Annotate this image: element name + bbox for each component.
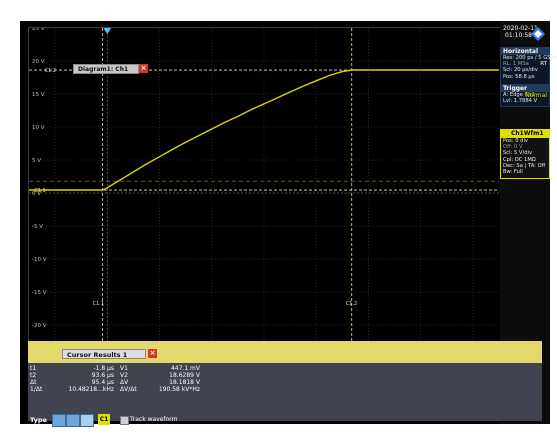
cursor-result-v1: 10.48218...kHz [68,386,115,393]
close-icon[interactable]: × [148,349,157,358]
cursor-result-v2: 190.58 kV*Hz [158,386,200,393]
cursor-result-k2: V1 [120,365,128,372]
y-tick-label: -10 V [32,257,47,263]
cursor-result-k1: Δt [30,379,37,386]
y-tick-label: 20 V [32,59,45,65]
y-tick-label: -20 V [32,323,47,329]
type-label: Type [30,416,47,424]
scope-window: 25 V 20 V 15 V 10 V 5 V 0 V -5 V -10 V -15 V -20 … [20,21,557,424]
ch1-line: Cpl: DC 1MΩ [503,156,536,163]
y-tick-label: 25 V [32,28,45,32]
ch1-title: Ch1Wfm1 [501,130,549,138]
cursor-result-k1: t1 [30,365,37,372]
cursor-results-title: Cursor Results 1 [67,351,128,359]
y-tick-label: 0 V [32,191,41,197]
cursor-result-v2: 447.1 mV [170,365,200,372]
y-tick-label: 15 V [32,92,45,98]
cursor-label: C1.1 [34,188,45,194]
horizontal-line: Res: 200 ps / 5 GSa/s [503,55,557,61]
horizontal-cursor-type-button[interactable] [66,414,80,427]
trigger-position-icon [103,28,112,34]
ch1-line: Scl: 5 V/div [503,150,533,157]
horizontal-line: RL: 1 MSa [503,61,529,68]
y-tick-label: 10 V [32,125,45,131]
trigger-level: Lvl: 1.7884 V [503,98,538,105]
cursor-result-v1: 93.6 µs [91,372,114,379]
trigger-mode: Normal [525,92,547,99]
rt-badge: RT [540,61,547,67]
both-cursor-type-button[interactable] [80,414,94,427]
diagram-label: Diagram1: Ch1 [78,66,129,73]
y-tick-label: 5 V [32,158,41,164]
cursor-results-body: t1 -1.8 µs V1 447.1 mV t2 93.6 µs V2 18.6289 V Δ… [28,363,542,427]
track-waveform-checkbox[interactable] [120,416,129,425]
cursor-results-tab[interactable]: Cursor Results 1 [62,349,146,359]
cursor-result-k1: 1/Δt [30,386,43,393]
trigger-panel[interactable]: Trigger Normal A: Edge Ch1 Lvl: 1.7884 V [500,84,550,107]
ch1-line: Pos: 0 div [503,138,528,144]
horizontal-line: Scl: 20 µs/div [503,67,538,74]
diagram-tab[interactable]: Diagram1: Ch1 [73,64,139,74]
y-tick-label: -5 V [32,224,43,230]
trigger-edge-label: A: Edge [503,92,523,98]
trigger-label: Trigger [503,85,528,92]
cursor-result-v2: 18.6289 V [169,372,200,379]
ch1-line: Dec: Sa | TA: Off [503,162,546,169]
series-line [29,69,499,191]
cursor-result-k2: V2 [120,372,128,379]
y-tick-label: -15 V [32,290,47,296]
cursor-result-v1: -1.8 µs [93,365,114,372]
horizontal-panel[interactable]: Horizontal Res: 200 ps / 5 GSa/s RL: 1 M… [500,47,557,85]
cursor-result-k2: ΔV [120,379,129,386]
cursor-results-header: Cursor Results 1 × [28,341,542,363]
series-layer [29,69,499,191]
track-waveform-label: Track waveform [130,416,178,423]
cursor-results-panel: Cursor Results 1 × t1 -1.8 µs V1 447.1 mV t2… [28,341,542,427]
waveform-plot[interactable]: 25 V 20 V 15 V 10 V 5 V 0 V -5 V -10 V -15 V -20 … [29,28,499,358]
vertical-cursor-type-button[interactable] [52,414,66,427]
ch1-line: Bw: Full [503,169,523,176]
trigger-title: Trigger Normal [501,85,549,99]
trigger-channel: Ch1 [524,92,535,98]
time-label: 01:10:58 [505,32,532,39]
type-bar: Type C1 Track waveform [28,412,542,428]
cursor-label: C1.2 [346,301,357,307]
cursor-label: C1.2 [45,68,56,74]
date-label: 2020-02-11 [503,25,538,32]
cursor-result-k2: ΔV/Δt [120,386,137,393]
trigger-edge: A: Edge Ch1 [501,92,549,98]
cursor-label: C1.1 [93,301,104,307]
horizontal-title: Horizontal [501,48,549,55]
ch1-line: Off: 0 V [503,144,523,151]
grid [29,28,499,358]
cursor-result-k1: t2 [30,372,37,379]
cursor-result-v1: 95.4 µs [91,379,114,386]
rs-logo-icon [531,26,545,41]
ch1-panel[interactable]: Ch1Wfm1 Pos: 0 div Off: 0 V Scl: 5 V/div… [500,129,550,179]
c1-source-button[interactable]: C1 [98,414,110,425]
horizontal-line: Pos: 58.8 µs [503,73,535,80]
cursor-result-v2: 18.1818 V [169,379,200,386]
close-icon[interactable]: × [139,64,148,73]
